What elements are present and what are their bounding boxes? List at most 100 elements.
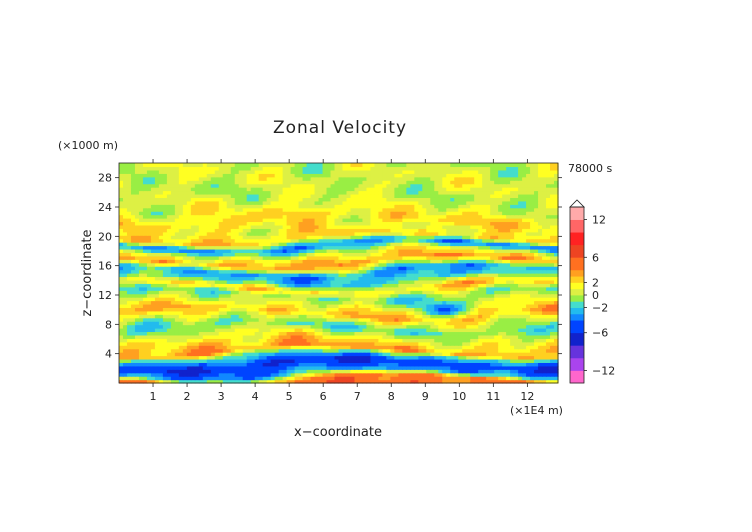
field-cell <box>494 355 499 360</box>
field-cell <box>202 310 208 315</box>
field-cell <box>446 245 451 250</box>
field-cell <box>502 248 507 253</box>
field-cell <box>258 238 264 243</box>
field-cell <box>462 283 467 288</box>
field-cell <box>306 293 312 298</box>
field-cell <box>386 245 391 250</box>
field-cell <box>270 348 276 353</box>
field-cell <box>310 266 316 271</box>
field-cell <box>218 369 224 374</box>
field-cell <box>174 317 180 322</box>
field-cell <box>246 369 252 374</box>
field-cell <box>122 286 128 291</box>
field-cell <box>294 379 300 384</box>
field-cell <box>494 269 499 274</box>
field-cell <box>394 303 399 308</box>
field-cell <box>322 362 328 367</box>
field-cell <box>234 376 240 381</box>
field-cell <box>434 317 439 322</box>
field-cell <box>350 338 356 343</box>
field-cell <box>122 345 128 350</box>
field-cell <box>322 372 328 377</box>
field-cell <box>522 269 527 274</box>
field-cell <box>458 279 463 284</box>
field-cell <box>330 365 336 370</box>
field-cell <box>342 242 348 247</box>
field-cell <box>406 379 411 384</box>
field-cell <box>206 300 212 305</box>
field-cell <box>154 348 160 353</box>
field-cell <box>254 321 260 326</box>
field-cell <box>154 310 160 315</box>
field-cell <box>542 228 547 233</box>
field-cell <box>454 283 459 288</box>
field-cell <box>322 293 328 298</box>
field-cell <box>442 262 447 267</box>
field-cell <box>534 376 539 381</box>
field-cell <box>190 355 196 360</box>
field-cell <box>310 365 316 370</box>
field-cell <box>554 235 559 240</box>
field-cell <box>454 235 459 240</box>
field-cell <box>446 300 451 305</box>
field-cell <box>262 352 268 357</box>
field-cell <box>170 372 176 377</box>
field-cell <box>310 341 316 346</box>
field-cell <box>538 303 543 308</box>
field-cell <box>178 248 184 253</box>
field-cell <box>238 369 244 374</box>
field-cell <box>554 252 559 257</box>
field-cell <box>546 290 551 295</box>
field-cell <box>186 228 192 233</box>
field-cell <box>498 276 503 281</box>
field-cell <box>194 379 200 384</box>
field-cell <box>214 341 220 346</box>
field-cell <box>506 338 511 343</box>
field-cell <box>462 321 467 326</box>
field-cell <box>510 228 515 233</box>
field-cell <box>334 238 340 243</box>
field-cell <box>358 279 364 284</box>
field-cell <box>322 276 328 281</box>
field-cell <box>318 231 324 236</box>
field-cell <box>482 348 487 353</box>
field-cell <box>390 379 395 384</box>
field-cell <box>254 266 260 271</box>
field-cell <box>526 290 531 295</box>
field-cell <box>534 372 539 377</box>
field-cell <box>410 310 415 315</box>
field-cell <box>182 355 188 360</box>
field-cell <box>498 273 503 278</box>
field-cell <box>246 245 252 250</box>
field-cell <box>422 328 427 333</box>
field-cell <box>490 276 495 281</box>
field-cell <box>158 228 164 233</box>
field-cell <box>510 358 515 363</box>
field-cell <box>250 345 256 350</box>
field-cell <box>226 317 232 322</box>
field-cell <box>242 283 248 288</box>
field-cell <box>462 324 467 329</box>
field-cell <box>250 269 256 274</box>
field-cell <box>446 238 451 243</box>
field-cell <box>142 276 148 281</box>
field-cell <box>478 341 483 346</box>
field-cell <box>266 376 272 381</box>
field-cell <box>518 365 523 370</box>
field-cell <box>298 255 304 260</box>
field-cell <box>442 300 447 305</box>
field-cell <box>342 300 348 305</box>
field-cell <box>138 228 144 233</box>
field-cell <box>258 324 264 329</box>
field-cell <box>282 283 288 288</box>
field-cell <box>530 334 535 339</box>
field-cell <box>122 369 128 374</box>
field-cell <box>250 334 256 339</box>
field-cell <box>194 345 200 350</box>
field-cell <box>542 314 547 319</box>
field-cell <box>222 331 228 336</box>
field-cell <box>530 238 535 243</box>
field-cell <box>398 321 403 326</box>
field-cell <box>126 362 132 367</box>
field-cell <box>518 314 523 319</box>
